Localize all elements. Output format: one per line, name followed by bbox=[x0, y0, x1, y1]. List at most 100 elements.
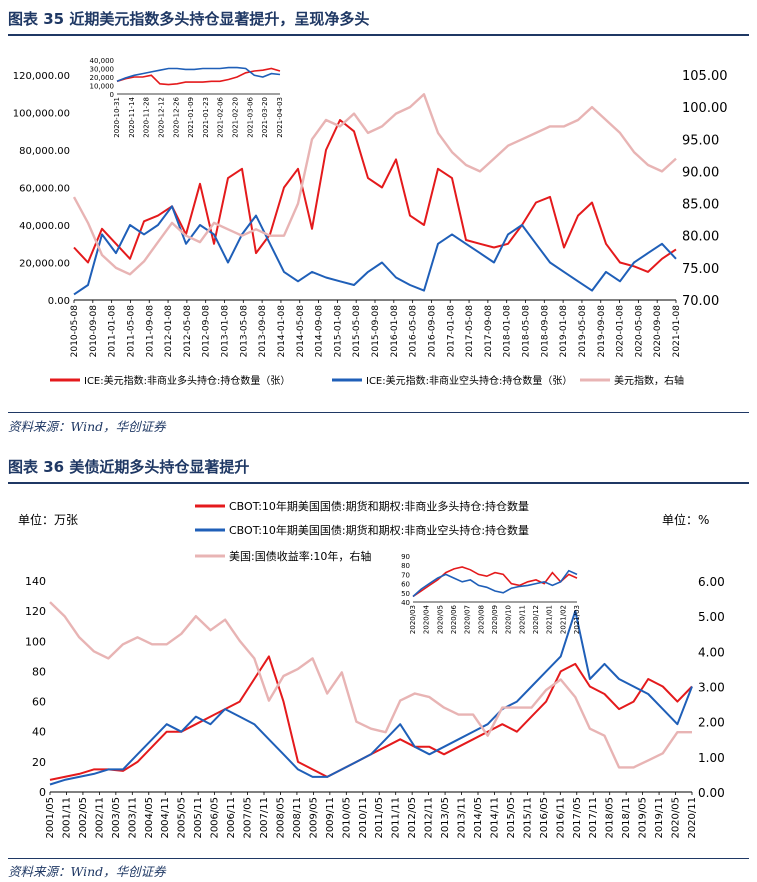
x-tick-label: 2015-01-08 bbox=[333, 305, 343, 358]
legend-label-2: 美国:国债收益率:10年，右轴 bbox=[229, 549, 371, 563]
left-y-tick-label: 40 bbox=[32, 726, 46, 739]
series-line-1 bbox=[73, 205, 677, 296]
right-y-tick-label: 4.00 bbox=[698, 645, 725, 659]
figure-35-source: 资料来源：Wind，华创证券 bbox=[8, 419, 166, 434]
left-y-tick-label: 0 bbox=[39, 786, 46, 799]
inset-x-tick-label: 2020-11-14 bbox=[128, 96, 136, 137]
x-tick-label: 2019-05-08 bbox=[578, 305, 588, 358]
x-tick-label: 2009/11 bbox=[325, 797, 336, 839]
inset-y-tick-label: 40,000 bbox=[90, 57, 115, 65]
inset-x-tick-label: 2021/02 bbox=[559, 605, 567, 634]
left-y-tick-label: 20,000.00 bbox=[19, 259, 70, 270]
inset-x-tick-label: 2020-12-26 bbox=[172, 96, 180, 137]
x-tick-label: 2014-09-08 bbox=[315, 305, 325, 358]
x-tick-label: 2016-01-08 bbox=[390, 305, 400, 358]
x-tick-label: 2017-01-08 bbox=[446, 305, 456, 358]
inset-x-tick-label: 2020/09 bbox=[491, 605, 499, 634]
x-tick-label: 2014-05-08 bbox=[296, 305, 306, 358]
x-tick-label: 2020/11 bbox=[687, 797, 698, 839]
left-y-tick-label: 80 bbox=[32, 665, 46, 678]
figure-35-bottom-rule bbox=[8, 412, 749, 413]
x-tick-label: 2013-09-08 bbox=[258, 305, 268, 358]
x-tick-label: 2014/05 bbox=[473, 797, 484, 839]
x-tick-label: 2010-05-08 bbox=[70, 305, 80, 358]
inset-y-tick-label: 20,000 bbox=[90, 74, 115, 82]
inset-x-tick-label: 2021-03-06 bbox=[246, 96, 254, 137]
series-line-1 bbox=[49, 610, 693, 786]
x-tick-label: 2007/11 bbox=[259, 797, 270, 839]
right-y-tick-label: 2.00 bbox=[698, 716, 725, 730]
inset-x-tick-label: 2021/01 bbox=[546, 605, 554, 634]
series-line-2 bbox=[49, 601, 692, 769]
x-tick-label: 2012-01-08 bbox=[164, 305, 174, 358]
x-tick-label: 2002/05 bbox=[78, 797, 89, 839]
inset-y-tick-label: 80 bbox=[401, 562, 410, 570]
x-tick-label: 2008/11 bbox=[292, 797, 303, 839]
usd-positions-chart: 0.00 20,000.00 40,000.00 60,000.00 80,000.00… bbox=[13, 57, 728, 387]
right-y-tick-label: 5.00 bbox=[698, 610, 725, 624]
x-tick-label: 2010-09-08 bbox=[89, 305, 99, 358]
inset-y-tick-label: 30,000 bbox=[90, 66, 115, 74]
x-tick-label: 2011/05 bbox=[374, 797, 385, 839]
x-tick-label: 2016/05 bbox=[539, 797, 550, 839]
x-tick-label: 2010/11 bbox=[358, 797, 369, 839]
x-tick-label: 2013/11 bbox=[457, 797, 468, 839]
inset-y-tick-label: 60 bbox=[401, 581, 410, 589]
x-tick-label: 2001/11 bbox=[61, 797, 72, 839]
x-tick-label: 2006/05 bbox=[210, 797, 221, 839]
x-tick-label: 2004/05 bbox=[144, 797, 155, 839]
inset-x-tick-label: 2020-11-28 bbox=[143, 97, 151, 138]
x-tick-label: 2015/05 bbox=[506, 797, 517, 839]
inset-x-tick-label: 2021-03-20 bbox=[261, 97, 269, 138]
figure-36-title: 图表 36 美债近期多头持仓显著提升 bbox=[8, 458, 250, 476]
x-tick-label: 2020-09-08 bbox=[653, 305, 663, 358]
x-tick-label: 2012/05 bbox=[407, 797, 418, 839]
x-tick-label: 2005/11 bbox=[193, 797, 204, 839]
right-y-tick-label: 3.00 bbox=[698, 681, 725, 695]
x-tick-label: 2011-09-08 bbox=[145, 305, 155, 358]
x-tick-label: 2012/11 bbox=[424, 797, 435, 839]
x-tick-label: 2011-05-08 bbox=[126, 305, 136, 358]
inset-y-tick-label: 70 bbox=[401, 571, 410, 579]
figure-35-title: 图表 35 近期美元指数多头持仓显著提升，呈现净多头 bbox=[8, 10, 370, 28]
inset-x-tick-label: 2021/03 bbox=[573, 605, 581, 634]
x-tick-label: 2017-05-08 bbox=[465, 305, 475, 358]
treasury-positions-chart: 单位：万张 单位：% 0 20 40 60 80 100 120 140 0.00 1.00 2.00 3… bbox=[18, 499, 725, 839]
inset-x-tick-label: 2020/08 bbox=[477, 605, 485, 634]
x-tick-label: 2020-01-08 bbox=[616, 305, 626, 358]
x-tick-label: 2018-01-08 bbox=[503, 305, 513, 358]
inset-x-tick-label: 2020/03 bbox=[409, 605, 417, 634]
x-tick-label: 2017-09-08 bbox=[484, 305, 494, 358]
left-y-tick-label: 120 bbox=[25, 605, 46, 618]
inset-y-tick-label: 0 bbox=[110, 91, 114, 99]
x-tick-label: 2017/11 bbox=[588, 797, 599, 839]
inset-x-tick-label: 2020/06 bbox=[450, 604, 458, 634]
x-tick-label: 2019/05 bbox=[638, 797, 649, 839]
x-tick-label: 2003/05 bbox=[111, 797, 122, 839]
inset-x-tick-label: 2021-01-09 bbox=[187, 97, 195, 138]
x-tick-label: 2015-05-08 bbox=[352, 305, 362, 358]
x-tick-label: 2014-01-08 bbox=[277, 305, 287, 358]
figure-36-source: 资料来源：Wind，华创证券 bbox=[8, 864, 166, 879]
x-tick-label: 2006/11 bbox=[226, 797, 237, 839]
x-tick-label: 2001/05 bbox=[45, 797, 56, 839]
x-tick-label: 2014/11 bbox=[489, 797, 500, 839]
x-tick-label: 2017/05 bbox=[572, 797, 583, 839]
x-tick-label: 2018-05-08 bbox=[522, 305, 532, 358]
left-y-tick-label: 120,000.00 bbox=[13, 71, 70, 82]
inset-y-tick-label: 50 bbox=[401, 590, 410, 598]
left-y-tick-label: 20 bbox=[32, 756, 46, 769]
x-tick-label: 2012-09-08 bbox=[202, 305, 212, 358]
left-y-tick-label: 80,000.00 bbox=[19, 146, 70, 157]
x-tick-label: 2009/05 bbox=[308, 797, 319, 839]
right-y-tick-label: 70.00 bbox=[682, 294, 719, 309]
x-tick-label: 2012-05-08 bbox=[183, 305, 193, 358]
inset-x-tick-label: 2020-10-31 bbox=[113, 97, 121, 138]
inset-background bbox=[413, 556, 577, 602]
left-y-tick-label: 60 bbox=[32, 696, 46, 709]
right-y-tick-label: 90.00 bbox=[682, 165, 719, 180]
inset-y-tick-label: 40 bbox=[401, 599, 410, 607]
figure-35-top-rule bbox=[8, 34, 749, 36]
x-tick-label: 2018/11 bbox=[621, 797, 632, 839]
x-tick-label: 2013-01-08 bbox=[221, 305, 231, 358]
